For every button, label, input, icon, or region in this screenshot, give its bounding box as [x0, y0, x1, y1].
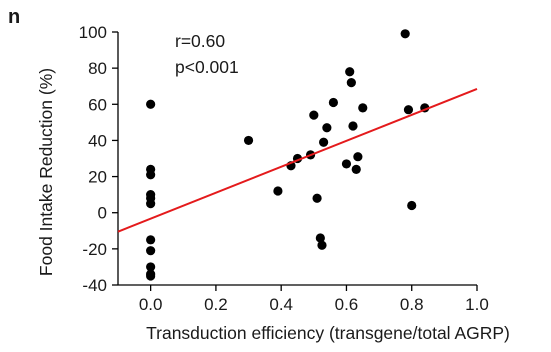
data-point: [243, 135, 254, 146]
panel-label: n: [8, 6, 20, 28]
y-tick-label: 100: [79, 23, 107, 42]
x-tick-label: 0.6: [335, 295, 359, 314]
y-tick-label: -40: [82, 276, 107, 295]
data-point: [319, 137, 329, 147]
regression-line: [117, 87, 478, 233]
data-point: [317, 240, 327, 250]
data-point: [146, 246, 156, 256]
data-point: [146, 262, 156, 272]
data-point: [346, 78, 356, 88]
y-tick-label: 40: [88, 131, 107, 150]
data-point: [328, 97, 338, 108]
axes: [117, 32, 477, 286]
data-point: [309, 110, 319, 120]
data-point: [407, 200, 417, 211]
data-point: [146, 199, 156, 209]
x-tick-label: 0.8: [400, 295, 424, 314]
data-point: [348, 121, 358, 131]
y-tick-label: 80: [88, 59, 107, 78]
data-point: [403, 105, 414, 115]
data-point: [322, 123, 332, 133]
x-ticks: 0.0 0.2 0.4 0.6 0.8 1.0: [139, 285, 489, 314]
y-tick-label: 20: [88, 168, 107, 187]
y-tick-label: 60: [88, 95, 107, 114]
data-point: [146, 271, 156, 281]
data-point: [351, 164, 361, 174]
x-tick-label: 1.0: [465, 295, 489, 314]
data-point: [345, 67, 355, 77]
correlation-annotation: r=0.60: [175, 31, 225, 51]
y-tick-label: 0: [98, 204, 107, 223]
y-ticks: -40 -20 0 20 40 60 80 100: [79, 23, 118, 295]
x-axis-title: Transduction efficiency (transgene/total…: [146, 323, 510, 343]
y-axis-title: Food Intake Reduction (%): [36, 68, 56, 276]
data-point: [400, 29, 410, 39]
data-point: [353, 152, 363, 162]
data-point: [146, 170, 156, 180]
data-point: [146, 235, 156, 245]
data-point: [315, 233, 325, 243]
data-point: [341, 159, 352, 169]
p-value-annotation: p<0.001: [175, 57, 239, 77]
data-points: [146, 29, 430, 281]
x-tick-label: 0.2: [204, 295, 228, 314]
y-tick-label: -20: [82, 240, 107, 259]
data-point: [358, 103, 368, 113]
data-point: [146, 99, 156, 109]
x-tick-label: 0.4: [269, 295, 293, 314]
x-tick-label: 0.0: [139, 295, 163, 314]
data-point: [312, 193, 322, 203]
data-point: [273, 186, 283, 196]
